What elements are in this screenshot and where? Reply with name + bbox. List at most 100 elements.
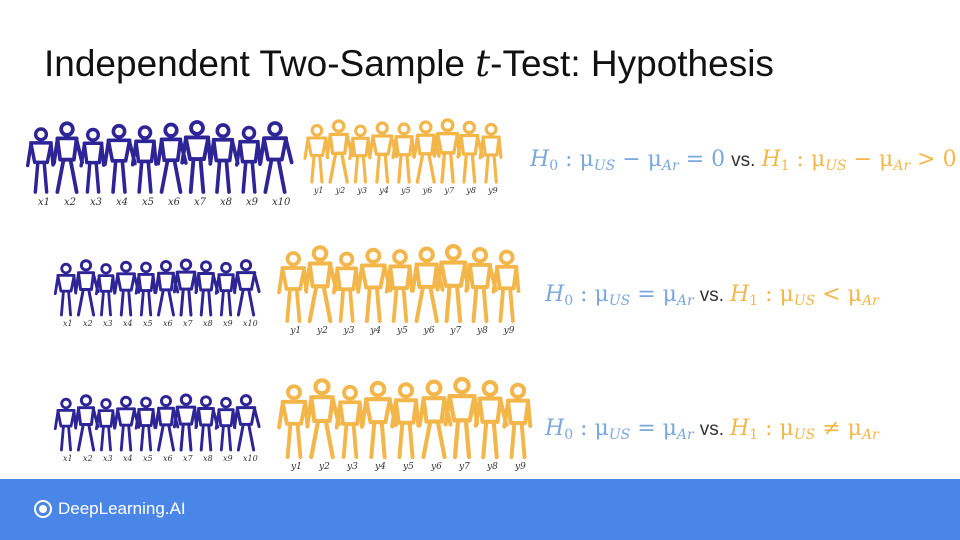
person-figure bbox=[113, 260, 141, 317]
person-figure bbox=[277, 251, 309, 323]
sample-label: y5 bbox=[396, 326, 408, 336]
sample-label: y8 bbox=[465, 186, 476, 195]
sample-label: y6 bbox=[423, 326, 435, 336]
sample-label: x1 bbox=[63, 319, 73, 328]
sample-label: x8 bbox=[203, 319, 213, 328]
crowd-x-row-2: x1 x2 x3 x4 x5 x6 x7 x8 x9 x10 bbox=[53, 258, 261, 328]
brand-logo: DeepLearning.AI bbox=[34, 499, 186, 519]
person-figure bbox=[103, 123, 137, 194]
h0-row-1: H0 : μUS − μAr = 0 bbox=[530, 147, 726, 174]
title-prefix: Independent Two-Sample bbox=[44, 43, 476, 84]
h0-row-2: H0 : μUS = μAr bbox=[545, 282, 694, 309]
person-figure bbox=[233, 394, 261, 452]
person-figure bbox=[464, 247, 498, 323]
sample-label: y3 bbox=[356, 186, 367, 195]
person-figure bbox=[134, 396, 157, 452]
person-figure bbox=[194, 260, 220, 317]
person-figure bbox=[113, 395, 141, 452]
hypothesis-row-2: H0 : μUS = μAr vs. H1 : μUS < μAr bbox=[545, 282, 879, 309]
h1-row-3: H1 : μUS ≠ μAr bbox=[730, 416, 879, 443]
sample-label: x2 bbox=[83, 319, 93, 328]
person-figure bbox=[502, 382, 533, 459]
sample-label: x9 bbox=[223, 319, 233, 328]
sample-label: x1 bbox=[63, 454, 73, 463]
person-figure bbox=[208, 123, 240, 194]
sample-label: y5 bbox=[400, 186, 411, 195]
brand-name: DeepLearning.AI bbox=[58, 499, 186, 518]
person-figure bbox=[25, 127, 55, 194]
sample-label: x3 bbox=[90, 197, 102, 208]
person-figure bbox=[52, 121, 85, 194]
person-figure bbox=[478, 122, 503, 184]
sample-label: y1 bbox=[313, 186, 324, 195]
vs-row-1: vs. bbox=[731, 150, 756, 171]
person-figure bbox=[435, 243, 470, 324]
sample-label: x6 bbox=[163, 319, 173, 328]
person-figure bbox=[214, 261, 237, 317]
sample-label: y9 bbox=[503, 326, 515, 336]
person-figure bbox=[258, 121, 294, 194]
sample-label: y2 bbox=[316, 326, 328, 336]
person-figure bbox=[53, 262, 78, 317]
person-figure bbox=[325, 119, 354, 184]
person-figure bbox=[303, 124, 330, 184]
sample-label: x8 bbox=[203, 454, 213, 463]
person-figure bbox=[356, 247, 393, 323]
person-figure bbox=[180, 120, 213, 194]
sample-label: y5 bbox=[402, 462, 414, 472]
person-figure bbox=[74, 394, 100, 452]
sample-label: y1 bbox=[289, 326, 301, 336]
person-figure bbox=[214, 396, 237, 452]
sample-label: x3 bbox=[103, 454, 113, 463]
title-suffix: -Test: Hypothesis bbox=[490, 43, 774, 84]
sample-label: y9 bbox=[487, 186, 498, 195]
sample-label: x2 bbox=[83, 454, 93, 463]
sample-label: x6 bbox=[168, 197, 181, 208]
footer-bar: DeepLearning.AI bbox=[0, 479, 960, 540]
sample-label: x5 bbox=[143, 319, 153, 328]
crowd-y-row-1: y1 y2 y3 y4 y5 y6 y7 y8 y9 bbox=[303, 118, 503, 195]
person-figure bbox=[390, 382, 421, 460]
sample-label: y4 bbox=[378, 186, 389, 195]
person-figure bbox=[194, 395, 220, 452]
crowd-y-row-3: y1 y2 y3 y4 y5 y6 y7 y8 y9 bbox=[277, 376, 533, 472]
sample-label: x10 bbox=[243, 319, 258, 328]
sample-label: y7 bbox=[449, 326, 461, 336]
person-figure bbox=[331, 251, 360, 323]
sample-label: y7 bbox=[444, 186, 456, 195]
sample-label: y9 bbox=[514, 462, 526, 472]
sample-label: y2 bbox=[335, 186, 346, 195]
sample-label: x2 bbox=[64, 197, 76, 208]
sample-label: x3 bbox=[103, 319, 113, 328]
crowd-x-row-3: x1 x2 x3 x4 x5 x6 x7 x8 x9 x10 bbox=[53, 393, 261, 463]
h1-row-1: H1 : μUS − μAr > 0 bbox=[761, 147, 957, 174]
vs-row-2: vs. bbox=[699, 285, 725, 306]
person-figure bbox=[233, 259, 261, 317]
crowd-y-row-2: y1 y2 y3 y4 y5 y6 y7 y8 y9 bbox=[277, 243, 521, 336]
sample-label: x4 bbox=[123, 319, 133, 328]
sample-label: x1 bbox=[38, 197, 50, 208]
person-figure bbox=[277, 384, 310, 459]
person-figure bbox=[491, 249, 521, 323]
sample-label: x7 bbox=[194, 197, 207, 208]
person-figure bbox=[410, 246, 445, 323]
sample-label: y2 bbox=[318, 462, 330, 472]
person-figure bbox=[368, 121, 399, 184]
person-figure bbox=[305, 378, 341, 460]
person-figure bbox=[473, 380, 509, 460]
sample-label: y8 bbox=[486, 462, 498, 472]
sample-label: x4 bbox=[123, 454, 133, 463]
slide-title: Independent Two-Sample t-Test: Hypothesi… bbox=[44, 42, 774, 85]
sample-label: x9 bbox=[246, 197, 259, 208]
person-figure bbox=[74, 259, 100, 317]
sample-label: x9 bbox=[223, 454, 233, 463]
crowd-x-row-1: x1 x2 x3 x4 x5 x6 x7 x8 x9 x10 bbox=[25, 120, 294, 208]
vs-row-3: vs. bbox=[699, 419, 725, 440]
sample-label: x5 bbox=[142, 197, 154, 208]
person-figure bbox=[384, 249, 414, 323]
person-figure bbox=[95, 263, 116, 317]
sample-label: x8 bbox=[220, 197, 232, 208]
sample-label: x10 bbox=[243, 454, 258, 463]
h0-row-3: H0 : μUS = μAr bbox=[545, 416, 694, 443]
sample-label: x10 bbox=[272, 197, 291, 208]
